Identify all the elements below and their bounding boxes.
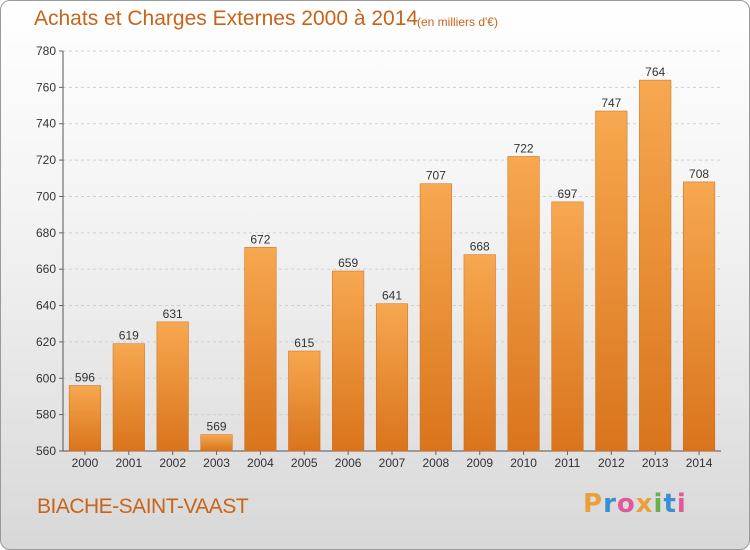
data-label-2005: 615 <box>294 336 314 350</box>
x-tick-label-2010: 2010 <box>510 456 537 470</box>
y-tick-label: 620 <box>36 335 56 349</box>
data-label-2009: 668 <box>470 240 490 254</box>
x-tick-label-2012: 2012 <box>598 456 625 470</box>
logo-letter: P <box>583 489 604 519</box>
logo-letter: t <box>663 489 677 519</box>
bar-2014 <box>683 181 716 452</box>
x-tick-label-2013: 2013 <box>642 456 669 470</box>
x-tick-label-2000: 2000 <box>72 456 99 470</box>
logo-letter: i <box>676 489 687 519</box>
x-tick-label-2006: 2006 <box>335 456 362 470</box>
data-label-2013: 764 <box>645 65 665 79</box>
bar-2008 <box>419 183 452 452</box>
bar-2001 <box>112 343 145 452</box>
x-tick-label-2002: 2002 <box>159 456 186 470</box>
x-tick-label-2001: 2001 <box>115 456 142 470</box>
bar-2011 <box>551 201 584 452</box>
data-label-2000: 596 <box>75 371 95 385</box>
data-label-2008: 707 <box>426 169 446 183</box>
y-tick-label: 760 <box>36 80 56 94</box>
y-tick-label: 660 <box>36 262 56 276</box>
bar-2003 <box>200 434 233 452</box>
bar-2010 <box>507 156 540 452</box>
logo-letter: o <box>616 489 636 519</box>
x-tick-label-2011: 2011 <box>555 456 581 470</box>
data-label-2006: 659 <box>338 256 358 270</box>
chart-subtitle: (en milliers d'€) <box>417 15 498 29</box>
x-tick-label-2005: 2005 <box>291 456 318 470</box>
bar-2005 <box>288 350 321 452</box>
data-label-2014: 708 <box>689 167 709 181</box>
bar-2004 <box>244 247 277 452</box>
proxiti-logo[interactable]: Proxiti <box>583 489 687 519</box>
logo-letter: x <box>635 489 654 519</box>
data-label-2003: 569 <box>207 420 227 434</box>
y-tick-label: 640 <box>36 299 56 313</box>
data-label-2001: 619 <box>119 329 139 343</box>
x-tick-label-2014: 2014 <box>686 456 713 470</box>
y-tick-label: 600 <box>36 371 56 385</box>
data-label-2011: 697 <box>557 187 577 201</box>
bar-2000 <box>68 385 101 452</box>
x-tick-label-2008: 2008 <box>423 456 450 470</box>
y-tick-label: 580 <box>36 408 56 422</box>
place-name: BIACHE-SAINT-VAAST <box>37 495 249 518</box>
x-tick-label-2009: 2009 <box>466 456 493 470</box>
bar-2013 <box>639 79 672 452</box>
y-tick-label: 700 <box>36 189 56 203</box>
data-label-2012: 747 <box>601 96 621 110</box>
y-tick-label: 720 <box>36 153 56 167</box>
bar-2007 <box>375 303 409 452</box>
chart-title: Achats et Charges Externes 2000 à 2014 <box>34 7 419 30</box>
bar-2002 <box>156 321 189 452</box>
x-tick-label-2007: 2007 <box>379 456 406 470</box>
bar-2006 <box>332 270 365 452</box>
bars <box>68 79 716 452</box>
data-label-2010: 722 <box>514 141 534 155</box>
bar-2009 <box>463 254 496 452</box>
logo-letter: r <box>603 489 617 519</box>
data-label-2007: 641 <box>382 289 402 303</box>
y-tick-label: 680 <box>36 226 56 240</box>
y-tick-label: 780 <box>36 44 56 58</box>
data-label-2004: 672 <box>250 232 270 246</box>
logo-letter: i <box>653 489 664 519</box>
labels: 560 580 600 620 640 660 680 700 720 740 760 780 596 2… <box>36 44 713 470</box>
bar-2012 <box>595 110 628 452</box>
x-tick-label-2004: 2004 <box>247 456 274 470</box>
data-label-2002: 631 <box>163 307 183 321</box>
x-tick-label-2003: 2003 <box>203 456 230 470</box>
y-tick-label: 740 <box>36 117 56 131</box>
y-tick-label: 560 <box>36 444 56 458</box>
